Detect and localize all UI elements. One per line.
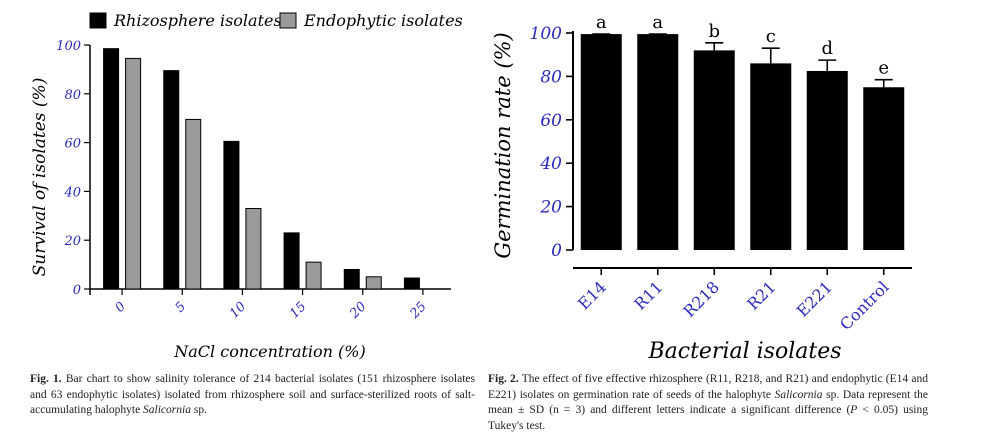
bar-endophytic: [125, 57, 142, 290]
y-tick-label: 40: [63, 185, 81, 200]
bar-endophytic: [305, 261, 322, 290]
y-tick-label: 80: [540, 67, 562, 87]
y-tick-label: 60: [540, 111, 562, 131]
y-tick-label: 100: [56, 39, 81, 54]
significance-letter: b: [708, 21, 720, 42]
y-axis-title: Survival of isolates (%): [30, 78, 50, 277]
y-tick-label: 20: [539, 198, 562, 218]
figure-2-caption-middle: sp. Data represent the mean ± SD (n = 3)…: [488, 388, 928, 417]
bar: [750, 63, 792, 250]
x-tick-label: R21: [743, 277, 779, 313]
legend-label-endophytic: Endophytic isolates: [303, 11, 463, 30]
figure-2-label: Fig. 2.: [488, 373, 519, 385]
legend-swatch-endophytic: [279, 12, 297, 29]
y-axis-title: Germination rate (%): [491, 32, 515, 258]
bar-rhizosphere: [163, 70, 180, 290]
chart-germination-rate: 0 20 40 60 80 100 a E14 a R11 b R218 c R21 d E221 e Contr…: [491, 12, 912, 364]
significance-letter: c: [766, 26, 776, 47]
significance-letter: a: [596, 12, 607, 33]
x-axis-title: Bacterial isolates: [647, 339, 841, 364]
chart-salinity-tolerance: 0 20 40 60 80 100 0 5 10 15 20 25 Survival of isolat…: [30, 11, 463, 361]
bar: [580, 34, 622, 251]
figure-2-caption-species: Salicornia: [774, 388, 823, 401]
y-tick-label: 0: [73, 283, 81, 298]
bar: [693, 50, 735, 250]
x-tick-label: 5: [173, 299, 189, 315]
significance-letter: a: [652, 12, 663, 33]
x-tick-label: E221: [793, 277, 836, 320]
legend-swatch-rhizosphere: [89, 12, 107, 29]
x-tick-label: 0: [112, 299, 128, 315]
x-tick-label: 15: [287, 299, 309, 321]
x-tick-label: R218: [680, 277, 724, 321]
bar-rhizosphere: [283, 232, 300, 290]
figure-2-caption-text: The effect of five effective rhizosphere…: [488, 373, 928, 401]
y-tick-label: 60: [64, 137, 81, 152]
bar: [637, 34, 679, 251]
figure-2-caption-end: < 0.05) using Tukey's test.: [488, 404, 928, 432]
figure-1-caption: Fig. 1. Bar chart to show salinity toler…: [30, 372, 475, 419]
y-tick-label: 100: [530, 24, 563, 44]
figure-1-caption-text: Bar chart to show salinity tolerance of …: [30, 373, 475, 416]
legend-label-rhizosphere: Rhizosphere isolates: [113, 11, 282, 30]
figure-2-caption: Fig. 2. The effect of five effective rhi…: [488, 372, 928, 434]
y-tick-label: 40: [539, 154, 562, 174]
significance-letter: e: [878, 58, 889, 79]
bar-rhizosphere: [403, 277, 420, 290]
x-axis-title: NaCl concentration (%): [173, 342, 366, 361]
x-tick-label: E14: [574, 277, 610, 313]
y-tick-label: 80: [64, 88, 81, 103]
figure-2-caption-p: P: [850, 404, 858, 416]
x-tick-label: 25: [407, 299, 430, 322]
x-tick-label: 10: [227, 299, 249, 321]
y-tick-label: 0: [551, 241, 562, 261]
bar: [806, 70, 848, 250]
figure-1-caption-species: Salicornia: [143, 404, 191, 416]
bar-rhizosphere: [103, 48, 120, 290]
bar-rhizosphere: [223, 140, 240, 290]
x-tick-label: R11: [630, 277, 666, 313]
significance-letter: d: [821, 38, 833, 59]
x-tick-label: Control: [836, 277, 893, 334]
bar-endophytic: [185, 118, 202, 290]
y-tick-label: 20: [63, 234, 81, 249]
figure-1-label: Fig. 1.: [30, 373, 62, 385]
bar: [863, 87, 905, 250]
bar-endophytic: [245, 207, 262, 290]
x-tick-label: 20: [347, 299, 370, 322]
bar-endophytic: [365, 276, 382, 290]
figure-1-caption-end: sp.: [190, 404, 207, 416]
bar-rhizosphere: [343, 268, 360, 290]
